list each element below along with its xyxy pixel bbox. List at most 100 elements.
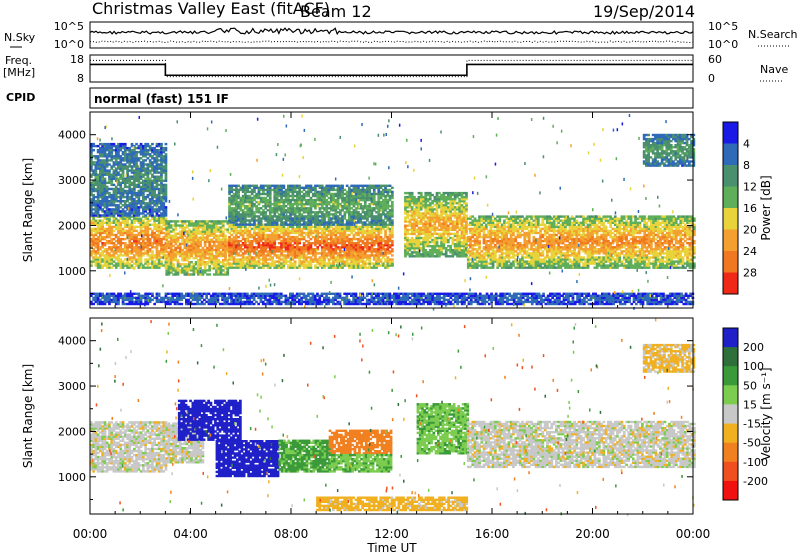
data-cell bbox=[206, 236, 209, 239]
data-cell bbox=[162, 151, 166, 154]
data-cell bbox=[406, 191, 409, 195]
data-cell bbox=[165, 244, 169, 248]
data-cell bbox=[282, 266, 286, 269]
data-cell bbox=[248, 205, 252, 208]
data-cell bbox=[94, 167, 98, 170]
data-cell bbox=[257, 225, 261, 229]
data-cell bbox=[379, 223, 383, 226]
data-cell bbox=[334, 188, 338, 192]
data-cell bbox=[359, 250, 362, 253]
data-cell bbox=[384, 250, 387, 253]
data-cell bbox=[139, 193, 143, 197]
data-cell bbox=[273, 239, 277, 243]
data-cell bbox=[121, 187, 125, 191]
data-cell bbox=[350, 231, 353, 235]
data-cell bbox=[280, 215, 283, 218]
data-cell bbox=[336, 207, 340, 210]
data-cell bbox=[343, 198, 347, 202]
data-cell bbox=[165, 261, 169, 264]
data-cell bbox=[144, 183, 147, 187]
data-cell bbox=[96, 214, 100, 217]
data-cell bbox=[103, 235, 107, 239]
data-cell bbox=[90, 185, 93, 189]
data-cell bbox=[361, 258, 365, 261]
data-cell bbox=[215, 228, 218, 231]
data-cell bbox=[112, 254, 116, 257]
data-cell bbox=[339, 219, 342, 222]
data-cell bbox=[262, 215, 265, 218]
data-cell bbox=[325, 225, 329, 229]
data-cell bbox=[289, 221, 292, 224]
data-cell bbox=[160, 202, 163, 205]
data-cell bbox=[228, 209, 231, 212]
data-cell bbox=[194, 240, 198, 243]
data-cell bbox=[232, 235, 236, 239]
data-cell bbox=[144, 227, 147, 231]
data-cell bbox=[246, 256, 249, 259]
data-cell bbox=[103, 227, 107, 231]
data-cell bbox=[123, 246, 127, 249]
data-cell bbox=[268, 242, 272, 245]
data-cell bbox=[94, 202, 98, 205]
data-cell bbox=[332, 256, 335, 259]
data-cell bbox=[357, 260, 360, 263]
data-cell bbox=[101, 214, 104, 217]
data-cell bbox=[185, 230, 189, 233]
data-cell bbox=[266, 252, 270, 255]
data-cell bbox=[406, 220, 409, 223]
data-cell bbox=[178, 250, 182, 254]
data-cell bbox=[287, 254, 290, 257]
data-cell bbox=[388, 217, 392, 220]
data-cell bbox=[329, 262, 333, 265]
data-cell bbox=[228, 262, 231, 265]
data-cell bbox=[255, 233, 258, 237]
data-cell bbox=[126, 225, 129, 229]
data-cell bbox=[235, 207, 238, 210]
data-cell bbox=[185, 246, 189, 250]
data-cell bbox=[271, 211, 274, 214]
data-cell bbox=[287, 231, 290, 235]
data-cell bbox=[284, 248, 288, 251]
data-cell bbox=[287, 219, 290, 222]
data-cell bbox=[146, 181, 150, 184]
data-cell bbox=[228, 190, 231, 194]
data-cell bbox=[112, 221, 116, 224]
data-cell bbox=[110, 149, 114, 152]
data-cell bbox=[336, 194, 340, 198]
data-cell bbox=[121, 157, 125, 160]
data-cell bbox=[273, 219, 277, 222]
data-cell bbox=[366, 213, 369, 216]
data-cell bbox=[275, 266, 279, 269]
data-cell bbox=[232, 266, 236, 269]
data-cell bbox=[119, 264, 123, 267]
data-cell bbox=[94, 237, 98, 241]
data-cell bbox=[268, 194, 272, 198]
data-cell bbox=[293, 188, 297, 192]
data-cell bbox=[406, 198, 409, 201]
data-cell bbox=[372, 239, 376, 243]
data-cell bbox=[114, 167, 118, 170]
data-cell bbox=[96, 227, 100, 231]
data-cell bbox=[363, 237, 367, 241]
data-cell bbox=[379, 239, 383, 243]
data-cell bbox=[103, 149, 107, 152]
data-cell bbox=[139, 227, 143, 231]
data-cell bbox=[219, 228, 223, 231]
data-cell bbox=[101, 198, 104, 201]
data-cell bbox=[164, 161, 168, 164]
data-cell bbox=[284, 219, 288, 222]
data-cell bbox=[341, 237, 344, 241]
data-cell bbox=[377, 246, 381, 249]
data-cell bbox=[203, 254, 207, 258]
data-cell bbox=[157, 223, 161, 226]
data-cell bbox=[148, 210, 152, 213]
data-cell bbox=[148, 248, 152, 251]
data-cell bbox=[121, 177, 125, 180]
data-cell bbox=[99, 239, 102, 243]
data-cell bbox=[123, 195, 127, 199]
data-cell bbox=[92, 144, 95, 148]
data-cell bbox=[155, 254, 159, 257]
data-cell bbox=[151, 149, 154, 152]
data-cell bbox=[119, 231, 123, 235]
data-cell bbox=[137, 237, 141, 241]
